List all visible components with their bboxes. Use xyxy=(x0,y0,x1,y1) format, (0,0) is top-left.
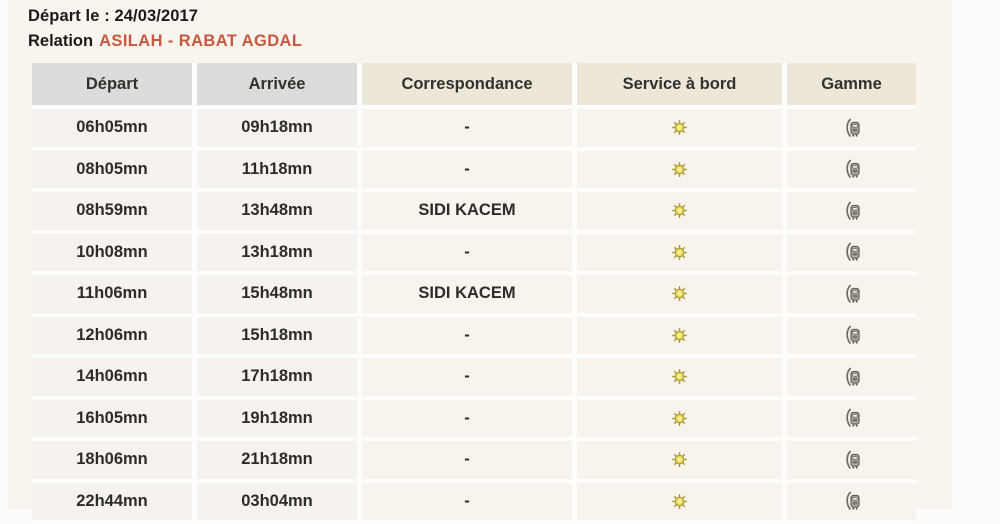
correspondance-cell: - xyxy=(362,482,572,520)
sun-badge-icon xyxy=(672,369,687,385)
train-icon xyxy=(844,491,860,511)
departure-date-value: 24/03/2017 xyxy=(114,7,199,25)
service-cell xyxy=(577,482,782,520)
arrivee-cell: 03h04mn xyxy=(197,482,357,520)
correspondance-cell: - xyxy=(362,316,572,354)
correspondance-cell: - xyxy=(362,399,572,437)
gamme-cell xyxy=(787,441,916,479)
depart-cell: 12h06mn xyxy=(32,316,192,354)
table-row: 16h05mn 19h18mn - xyxy=(32,399,916,437)
depart-cell: 14h06mn xyxy=(32,358,192,396)
gamme-cell xyxy=(787,399,916,437)
departure-date-label: Départ le : xyxy=(28,7,110,25)
column-header-correspondance: Correspondance xyxy=(362,63,572,105)
arrivee-cell: 13h18mn xyxy=(197,233,357,271)
depart-cell: 06h05mn xyxy=(32,109,192,147)
gamme-cell xyxy=(787,482,916,520)
table-row: 08h05mn 11h18mn - xyxy=(32,150,916,188)
arrivee-cell: 13h48mn xyxy=(197,192,357,230)
sun-badge-icon xyxy=(672,452,687,468)
depart-cell: 22h44mn xyxy=(32,482,192,520)
table-row: 22h44mn 03h04mn - xyxy=(32,482,916,520)
service-cell xyxy=(577,399,782,437)
service-cell xyxy=(577,150,782,188)
arrivee-cell: 09h18mn xyxy=(197,109,357,147)
train-icon xyxy=(844,201,860,221)
arrivee-cell: 17h18mn xyxy=(197,358,357,396)
table-row: 11h06mn 15h48mn SIDI KACEM xyxy=(32,275,916,313)
depart-cell: 11h06mn xyxy=(32,275,192,313)
depart-cell: 18h06mn xyxy=(32,441,192,479)
table-row: 10h08mn 13h18mn - xyxy=(32,233,916,271)
gamme-cell xyxy=(787,233,916,271)
service-cell xyxy=(577,233,782,271)
train-icon xyxy=(844,408,860,428)
sun-badge-icon xyxy=(672,493,687,509)
correspondance-cell: - xyxy=(362,358,572,396)
table-row: 12h06mn 15h18mn - xyxy=(32,316,916,354)
train-icon xyxy=(844,284,860,304)
depart-cell: 08h59mn xyxy=(32,192,192,230)
sun-badge-icon xyxy=(672,286,687,302)
departure-date-line: Départ le : 24/03/2017 xyxy=(28,4,302,28)
gamme-cell xyxy=(787,192,916,230)
service-cell xyxy=(577,192,782,230)
correspondance-cell: - xyxy=(362,150,572,188)
arrivee-cell: 15h48mn xyxy=(197,275,357,313)
train-icon xyxy=(844,242,860,262)
correspondance-cell: SIDI KACEM xyxy=(362,275,572,313)
table-row: 18h06mn 21h18mn - xyxy=(32,441,916,479)
gamme-cell xyxy=(787,109,916,147)
sun-badge-icon xyxy=(672,410,687,426)
gamme-cell xyxy=(787,316,916,354)
train-icon xyxy=(844,159,860,179)
table-row: 06h05mn 09h18mn - xyxy=(32,109,916,147)
table-row: 08h59mn 13h48mn SIDI KACEM xyxy=(32,192,916,230)
sun-badge-icon xyxy=(672,327,687,343)
column-header-service: Service à bord xyxy=(577,63,782,105)
train-icon xyxy=(844,118,860,138)
correspondance-cell: - xyxy=(362,441,572,479)
sun-badge-icon xyxy=(672,203,687,219)
service-cell xyxy=(577,275,782,313)
sun-badge-icon xyxy=(672,244,687,260)
depart-cell: 16h05mn xyxy=(32,399,192,437)
schedule-table: Départ Arrivée Correspondance Service à … xyxy=(32,63,916,524)
arrivee-cell: 19h18mn xyxy=(197,399,357,437)
service-cell xyxy=(577,358,782,396)
train-icon xyxy=(844,325,860,345)
correspondance-cell: - xyxy=(362,109,572,147)
relation-label: Relation xyxy=(28,32,94,50)
relation-value: ASILAH - RABAT AGDAL xyxy=(99,32,303,50)
column-header-gamme: Gamme xyxy=(787,63,916,105)
result-header: Départ le : 24/03/2017 Relation ASILAH - … xyxy=(28,4,302,52)
depart-cell: 08h05mn xyxy=(32,150,192,188)
sun-badge-icon xyxy=(672,161,687,177)
gamme-cell xyxy=(787,275,916,313)
service-cell xyxy=(577,316,782,354)
relation-line: Relation ASILAH - RABAT AGDAL xyxy=(28,30,302,52)
arrivee-cell: 21h18mn xyxy=(197,441,357,479)
table-header-row: Départ Arrivée Correspondance Service à … xyxy=(32,63,916,105)
column-header-arrivee: Arrivée xyxy=(197,63,357,105)
correspondance-cell: - xyxy=(362,233,572,271)
arrivee-cell: 15h18mn xyxy=(197,316,357,354)
gamme-cell xyxy=(787,150,916,188)
correspondance-cell: SIDI KACEM xyxy=(362,192,572,230)
service-cell xyxy=(577,441,782,479)
train-icon xyxy=(844,367,860,387)
gamme-cell xyxy=(787,358,916,396)
table-row: 14h06mn 17h18mn - xyxy=(32,358,916,396)
arrivee-cell: 11h18mn xyxy=(197,150,357,188)
column-header-depart: Départ xyxy=(32,63,192,105)
service-cell xyxy=(577,109,782,147)
depart-cell: 10h08mn xyxy=(32,233,192,271)
train-icon xyxy=(844,450,860,470)
sun-badge-icon xyxy=(672,120,687,136)
